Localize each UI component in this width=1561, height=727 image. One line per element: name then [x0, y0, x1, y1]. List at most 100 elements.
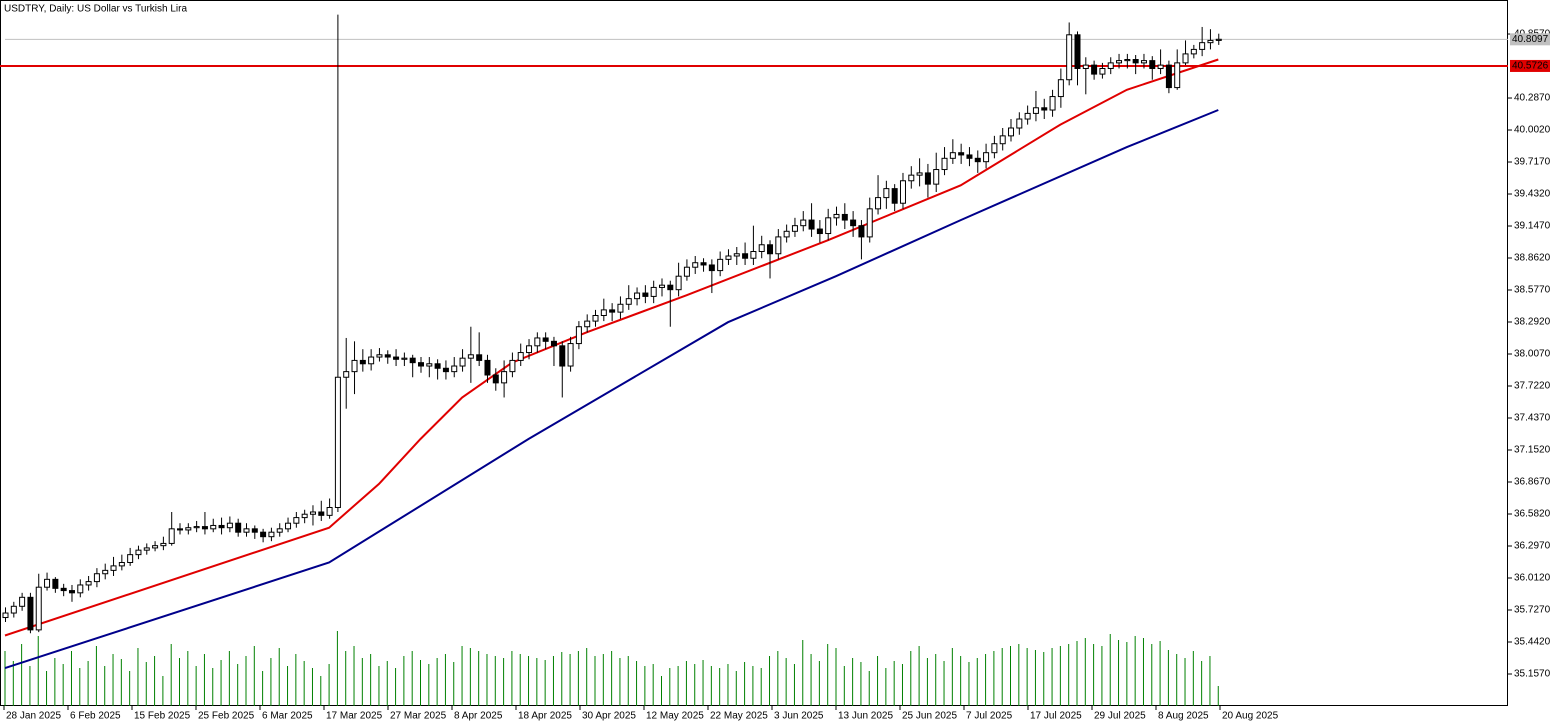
candle-body	[1091, 64, 1098, 75]
candle-body	[260, 531, 267, 538]
last-price-box	[1510, 33, 1550, 46]
y-tick-label: 38.8620	[1514, 253, 1551, 264]
candle-body	[1066, 34, 1073, 81]
x-tick-label: 12 May 2025	[646, 711, 704, 722]
candle-body	[434, 363, 441, 369]
candle-body	[941, 157, 948, 171]
candle-body	[858, 225, 865, 238]
candle-body	[1165, 64, 1172, 89]
candle-body	[1116, 60, 1123, 64]
candle-body	[1049, 96, 1056, 111]
candle-body	[1099, 67, 1106, 75]
candle-body	[268, 531, 275, 538]
candle-body	[135, 549, 142, 556]
y-tick-label: 37.7220	[1514, 381, 1551, 392]
y-tick-label: 39.4320	[1514, 189, 1551, 200]
candle-body	[567, 343, 574, 367]
candle-body	[309, 511, 316, 515]
candle-body	[916, 172, 923, 176]
candle-body	[418, 362, 424, 367]
candle-body	[974, 157, 981, 163]
candle-body	[642, 292, 649, 297]
candle-body	[550, 340, 557, 347]
candle-body	[251, 528, 258, 533]
candle-body	[1024, 112, 1031, 120]
candle-body	[484, 359, 491, 376]
candle-body	[343, 371, 350, 378]
candle-body	[559, 345, 566, 367]
x-tick-label: 13 Jun 2025	[838, 711, 893, 722]
candle-body	[933, 169, 940, 185]
x-tick-label: 6 Feb 2025	[70, 711, 121, 722]
candle-body	[467, 354, 474, 359]
candle-body	[77, 584, 84, 594]
y-tick-label: 35.4420	[1514, 637, 1551, 648]
x-tick-label: 17 Mar 2025	[326, 711, 383, 722]
candle-body	[160, 542, 167, 547]
candle-body	[742, 253, 749, 259]
candle-body	[44, 578, 51, 588]
candle-body	[293, 517, 300, 524]
candle-body	[442, 367, 449, 373]
candle-body	[201, 526, 208, 530]
x-tick-label: 27 Mar 2025	[390, 711, 447, 722]
x-tick-label: 7 Jul 2025	[966, 711, 1013, 722]
x-tick-label: 8 Apr 2025	[454, 711, 503, 722]
candle-body	[791, 225, 798, 232]
candle-body	[1074, 34, 1081, 69]
candle-body	[841, 213, 848, 221]
y-tick-label: 35.1570	[1514, 669, 1551, 680]
y-tick-label: 39.7170	[1514, 157, 1551, 168]
y-tick-label: 36.0120	[1514, 573, 1551, 584]
candle-body	[127, 554, 134, 564]
candle-body	[334, 376, 341, 508]
candle-body	[634, 292, 641, 300]
candle-body	[966, 154, 973, 159]
candle-body	[924, 172, 931, 185]
y-tick-label: 36.2970	[1514, 541, 1551, 552]
candle-body	[1124, 59, 1131, 62]
candle-body	[999, 135, 1006, 145]
y-tick-label: 38.5770	[1514, 285, 1551, 296]
candle-body	[235, 522, 242, 533]
candle-body	[193, 526, 200, 529]
x-tick-label: 17 Jul 2025	[1030, 711, 1082, 722]
x-tick-label: 15 Feb 2025	[134, 711, 191, 722]
chart-title: USDTRY, Daily: US Dollar vs Turkish Lira	[4, 4, 187, 15]
x-tick-label: 29 Jul 2025	[1094, 711, 1146, 722]
candle-body	[1190, 48, 1197, 55]
candle-body	[177, 528, 184, 531]
candle-body	[10, 605, 17, 614]
candle-body	[775, 236, 782, 255]
candle-body	[1041, 107, 1048, 111]
candle-body	[426, 363, 433, 367]
y-tick-label: 39.1470	[1514, 221, 1551, 232]
x-tick-label: 22 May 2025	[710, 711, 768, 722]
candle-body	[1032, 107, 1039, 114]
candle-body	[800, 219, 807, 227]
candle-body	[93, 573, 100, 583]
candle-body	[575, 326, 582, 345]
candle-body	[476, 354, 483, 361]
x-tick-label: 3 Jun 2025	[774, 711, 824, 722]
candle-body	[891, 188, 898, 204]
candle-body	[883, 188, 890, 199]
candle-body	[850, 219, 857, 227]
candle-body	[1082, 64, 1089, 69]
candle-body	[534, 337, 541, 347]
moving-average	[4, 109, 1219, 670]
candle-body	[1149, 60, 1156, 69]
candle-body	[833, 213, 840, 219]
candle-body	[825, 217, 832, 235]
candle-body	[517, 352, 524, 361]
candle-body	[866, 208, 873, 238]
candle-body	[2, 612, 9, 619]
candle-body	[875, 197, 882, 210]
candle-body	[542, 337, 549, 342]
candle-body	[1215, 38, 1222, 41]
candle-body	[60, 587, 67, 592]
candle-body	[409, 357, 416, 364]
candle-body	[983, 152, 990, 163]
candle-body	[451, 365, 458, 373]
candle-body	[949, 152, 956, 159]
